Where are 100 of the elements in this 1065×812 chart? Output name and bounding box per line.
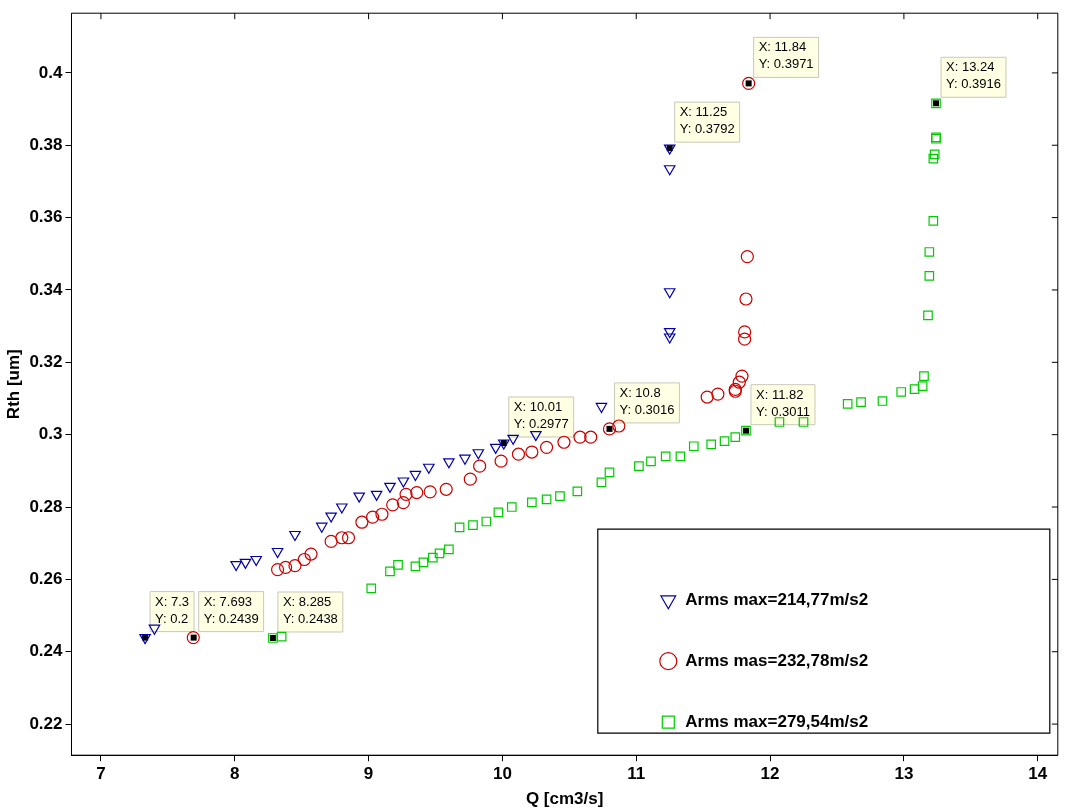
annotation: X: 13.24 Y: 0.3916 — [946, 59, 1001, 92]
point — [494, 454, 508, 468]
point — [148, 624, 161, 635]
legend-label: Arms max=279,54m/s2 — [685, 711, 869, 731]
point — [660, 451, 671, 462]
point — [700, 390, 714, 404]
point — [409, 470, 422, 482]
point — [740, 250, 754, 264]
x-tick-label: 14 — [1028, 764, 1048, 784]
annotation: X: 7.3 Y: 0.2 — [155, 593, 190, 626]
point — [489, 443, 502, 454]
point — [719, 436, 730, 447]
point — [525, 445, 539, 459]
point — [675, 451, 686, 462]
point — [774, 417, 785, 427]
x-tick-label: 7 — [96, 764, 106, 784]
point — [924, 247, 935, 257]
y-tick-label: 0.24 — [29, 641, 64, 661]
point — [454, 522, 465, 533]
point — [711, 387, 725, 401]
point — [279, 560, 293, 575]
point — [230, 560, 242, 572]
point — [663, 288, 676, 299]
y-tick-label: 0.3 — [38, 424, 63, 444]
point — [315, 522, 328, 533]
y-tick-label: 0.32 — [29, 352, 63, 371]
point — [919, 371, 929, 381]
point — [473, 459, 487, 473]
x-tick-label: 8 — [230, 764, 240, 784]
point — [917, 381, 928, 392]
point — [739, 292, 753, 306]
point — [366, 583, 377, 594]
point — [923, 310, 933, 321]
point — [928, 153, 939, 164]
point — [297, 552, 311, 567]
annotation: X: 11.82 Y: 0.3011 — [755, 386, 810, 419]
point — [924, 271, 935, 281]
legend-label: Arms mas=232,78m/s2 — [685, 650, 869, 670]
point — [798, 417, 809, 427]
y-tick-label: 0.26 — [29, 569, 63, 589]
point — [732, 375, 746, 389]
point — [493, 507, 504, 518]
point — [896, 387, 907, 397]
point — [459, 454, 471, 465]
point — [506, 502, 517, 512]
point — [443, 458, 455, 469]
point — [706, 439, 717, 450]
point — [663, 165, 676, 176]
point — [735, 369, 749, 383]
point — [423, 463, 435, 474]
point — [730, 432, 741, 443]
y-tick-label: 0.4 — [38, 62, 64, 82]
point — [856, 397, 866, 407]
point — [410, 561, 421, 572]
point — [572, 486, 583, 497]
point — [612, 419, 626, 433]
point — [527, 497, 537, 508]
point — [271, 547, 284, 559]
annotation: X: 11.25 Y: 0.3792 — [679, 104, 735, 137]
point — [738, 332, 752, 346]
point — [541, 494, 552, 505]
point — [366, 510, 380, 524]
point — [530, 431, 542, 442]
y-tick-label: 0.36 — [29, 207, 63, 227]
annotation: X: 10.8 Y: 0.3016 — [619, 384, 675, 417]
point — [573, 430, 587, 444]
point — [596, 477, 607, 488]
point — [324, 534, 338, 548]
y-tick-label: 0.38 — [29, 134, 63, 154]
x-tick-label: 12 — [760, 764, 780, 784]
point — [353, 492, 366, 503]
point — [304, 547, 318, 561]
point — [928, 216, 939, 226]
point — [396, 496, 410, 510]
point — [646, 456, 656, 467]
point — [239, 558, 252, 569]
point — [463, 472, 477, 486]
point — [384, 482, 396, 493]
point — [397, 477, 410, 488]
x-tick-label: 11 — [627, 764, 646, 784]
point — [602, 422, 617, 436]
point — [370, 490, 383, 501]
point — [738, 325, 752, 339]
point — [399, 487, 413, 501]
point — [842, 399, 853, 409]
point — [877, 396, 888, 406]
point — [355, 515, 369, 529]
point — [335, 531, 349, 545]
point — [511, 447, 526, 461]
point — [289, 530, 301, 542]
point — [555, 491, 565, 502]
legend-label: Arms max=214,77m/s2 — [685, 589, 869, 609]
point — [427, 552, 438, 563]
point — [507, 434, 519, 445]
annotation: X: 11.84 Y: 0.3971 — [758, 39, 814, 72]
point — [288, 559, 302, 573]
point — [336, 503, 348, 514]
point — [139, 634, 151, 645]
point — [270, 563, 285, 577]
point — [663, 327, 676, 339]
